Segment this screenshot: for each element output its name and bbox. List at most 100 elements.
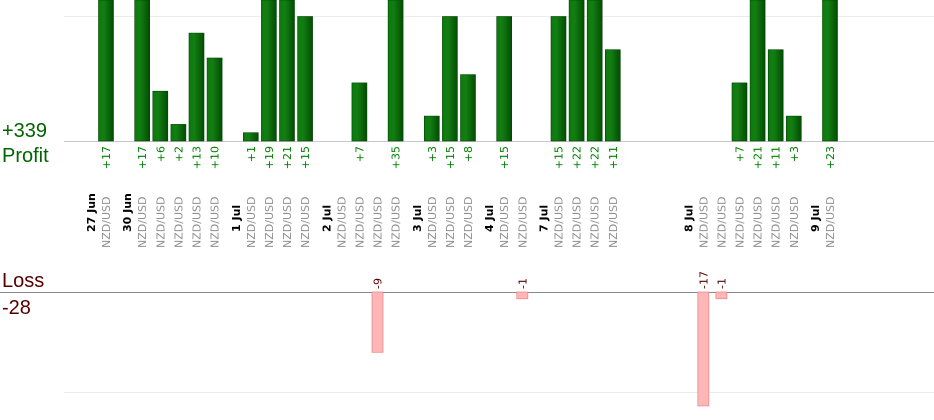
pair-label: NZD/USD <box>245 197 258 248</box>
profit-value-label: +13 <box>191 146 204 169</box>
profit-value-label: +23 <box>824 146 837 169</box>
profit-value-label: +7 <box>734 146 747 162</box>
loss-bar <box>516 291 529 300</box>
pair-label: NZD/USD <box>607 197 620 248</box>
pair-label: NZD/USD <box>589 197 602 248</box>
profit-axis-label: Profit <box>2 145 49 167</box>
date-label: 27 Jun <box>85 193 98 232</box>
pair-label: NZD/USD <box>426 197 439 248</box>
pair-label: NZD/USD <box>516 197 529 248</box>
date-label: 30 Jun <box>121 193 134 232</box>
pair-label: NZD/USD <box>263 197 276 248</box>
profit-bar <box>243 132 259 142</box>
profit-bar <box>767 49 784 142</box>
profit-value-label: +3 <box>788 146 801 162</box>
pair-label: NZD/USD <box>462 197 475 248</box>
pair-label: NZD/USD <box>335 197 348 248</box>
profit-bar <box>423 115 440 142</box>
loss-value-label: -1 <box>715 278 728 289</box>
profit-bar <box>496 16 513 142</box>
profit-value-label: +7 <box>353 146 366 162</box>
profit-value-label: +15 <box>498 146 511 169</box>
profit-bar <box>731 82 748 142</box>
pair-label: NZD/USD <box>353 197 366 248</box>
profit-bar <box>586 0 603 142</box>
profit-bar <box>749 0 766 142</box>
date-label: 2 Jul <box>320 205 333 232</box>
date-label: 7 Jul <box>538 205 551 232</box>
pair-label: NZD/USD <box>191 197 204 248</box>
profit-value-label: +35 <box>390 146 403 169</box>
pair-label: NZD/USD <box>444 197 457 248</box>
pair-label: NZD/USD <box>697 197 710 248</box>
pair-label: NZD/USD <box>136 197 149 248</box>
profit-bar <box>550 16 567 142</box>
profit-value-label: +6 <box>154 146 167 162</box>
profit-value-label: +10 <box>209 146 222 169</box>
pair-label: NZD/USD <box>498 197 511 248</box>
profit-value-label: +2 <box>172 146 185 162</box>
pair-label: NZD/USD <box>390 197 403 248</box>
date-label: 1 Jul <box>230 205 243 232</box>
profit-value-label: +22 <box>589 146 602 169</box>
loss-bar <box>697 291 710 407</box>
pair-label: NZD/USD <box>752 197 765 248</box>
labels: +339 Profit Loss -28 27 Jun NZD/USD +17 30 … <box>2 120 837 319</box>
pair-label: NZD/USD <box>154 197 167 248</box>
pair-label: NZD/USD <box>715 197 728 248</box>
pair-label: NZD/USD <box>553 197 566 248</box>
profit-value-label: +11 <box>770 146 783 169</box>
pair-label: NZD/USD <box>788 197 801 248</box>
pair-label: NZD/USD <box>209 197 222 248</box>
profit-bar <box>279 0 295 142</box>
pair-label: NZD/USD <box>281 197 294 248</box>
pair-label: NZD/USD <box>824 197 837 248</box>
date-label: 3 Jul <box>411 205 424 232</box>
profit-bar <box>785 115 802 142</box>
profit-bar <box>188 32 205 142</box>
loss-total: -28 <box>2 297 31 319</box>
pair-label: NZD/USD <box>372 197 385 248</box>
profit-value-label: +8 <box>462 146 475 162</box>
date-label: 4 Jul <box>483 205 496 232</box>
profit-bar <box>460 74 476 142</box>
profit-bar <box>604 49 621 142</box>
profit-value-label: +1 <box>245 146 258 162</box>
profit-bar <box>261 0 277 142</box>
profit-value-label: +3 <box>426 146 439 162</box>
profit-value-label: +19 <box>263 146 276 169</box>
profit-value-label: +15 <box>299 146 312 169</box>
date-label: 8 Jul <box>682 205 695 232</box>
pair-label: NZD/USD <box>770 197 783 248</box>
loss-bar <box>715 291 728 300</box>
profit-bar <box>152 90 169 142</box>
pair-label: NZD/USD <box>734 197 747 248</box>
profit-bar <box>568 0 585 142</box>
loss-value-label: -17 <box>697 271 710 289</box>
profit-bar <box>442 16 458 142</box>
profit-value-label: +15 <box>444 146 457 169</box>
profit-value-label: +15 <box>553 146 566 169</box>
profit-total: +339 <box>2 120 47 142</box>
profit-bar <box>822 0 838 142</box>
profit-value-label: +22 <box>571 146 584 169</box>
profit-value-label: +11 <box>607 146 620 169</box>
profit-bar <box>98 0 114 142</box>
profit-bar <box>206 57 223 142</box>
profit-bar <box>351 82 368 142</box>
loss-axis-label: Loss <box>2 270 44 292</box>
profit-value-label: +17 <box>100 146 113 169</box>
profit-value-label: +17 <box>136 146 149 169</box>
loss-value-label: -1 <box>516 278 529 289</box>
pair-label: NZD/USD <box>100 197 113 248</box>
profit-value-label: +21 <box>281 146 294 169</box>
profit-bar <box>387 0 404 142</box>
profit-bar <box>297 16 313 142</box>
pair-label: NZD/USD <box>571 197 584 248</box>
bars <box>98 0 838 407</box>
profit-bar <box>170 124 187 142</box>
date-label: 9 Jul <box>809 205 822 232</box>
loss-bar <box>371 291 384 353</box>
profit-value-label: +21 <box>752 146 765 169</box>
